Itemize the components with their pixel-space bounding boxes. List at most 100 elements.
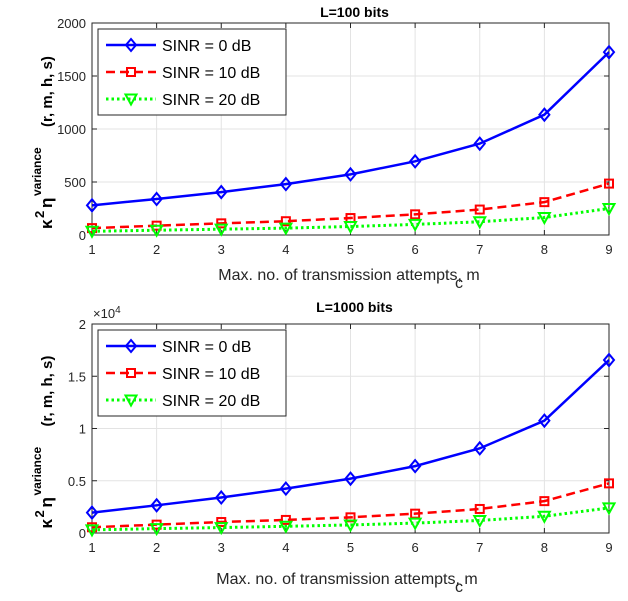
chart-title: L=1000 bits bbox=[316, 299, 393, 315]
x-axis-label-subscript: c bbox=[455, 579, 463, 596]
x-tick-label: 1 bbox=[88, 540, 95, 555]
data-point bbox=[408, 153, 422, 169]
y-tick-label: 0 bbox=[79, 228, 86, 243]
data-point bbox=[214, 184, 228, 200]
series-1 bbox=[85, 352, 616, 521]
data-point bbox=[539, 496, 550, 507]
chart-panel-1: 1 2 3 4 5 6 7 8 9 0 500 1000 1500 2000 L=100 bits Max. … bbox=[30, 4, 617, 292]
series-line bbox=[91, 506, 610, 532]
data-point bbox=[537, 510, 552, 524]
chart-title: L=100 bits bbox=[320, 4, 389, 20]
x-tick-label: 9 bbox=[605, 242, 612, 257]
y-tick-label: 1.5 bbox=[68, 369, 86, 384]
data-point bbox=[538, 107, 551, 123]
series-line bbox=[91, 359, 610, 514]
series-line bbox=[91, 207, 610, 233]
y-label-eta: η bbox=[37, 497, 56, 507]
x-tick-label: 5 bbox=[347, 242, 354, 257]
data-point bbox=[216, 218, 227, 229]
legend: SINR = 0 dB SINR = 10 dB SINR = 20 dB bbox=[97, 329, 287, 417]
data-point bbox=[537, 212, 552, 226]
y-exponent-label: ×104 bbox=[93, 305, 121, 321]
y-tick-label: 2 bbox=[79, 317, 86, 332]
legend-marker bbox=[123, 394, 139, 408]
legend: SINR = 0 dB SINR = 10 dB SINR = 20 dB bbox=[97, 28, 287, 116]
y-label-power: 2 bbox=[32, 510, 47, 517]
y-tick-label: 1500 bbox=[57, 69, 86, 84]
data-point bbox=[279, 176, 293, 192]
legend-marker bbox=[124, 338, 138, 354]
y-tick-label: 1 bbox=[79, 422, 86, 437]
data-point bbox=[602, 44, 616, 60]
data-point bbox=[601, 203, 617, 217]
data-point bbox=[84, 524, 100, 538]
data-point bbox=[601, 502, 617, 516]
x-tick-label: 1 bbox=[88, 242, 95, 257]
x-tick-label: 7 bbox=[476, 242, 483, 257]
y-tick-label: 2000 bbox=[57, 16, 86, 31]
y-label-kappa: κ bbox=[37, 519, 56, 529]
x-tick-label: 5 bbox=[347, 540, 354, 555]
data-point bbox=[407, 218, 423, 232]
series-line bbox=[91, 51, 610, 207]
x-axis-label-subscript: c bbox=[455, 275, 463, 292]
data-point bbox=[149, 224, 164, 238]
x-tick-label: 2 bbox=[153, 540, 160, 555]
series-3 bbox=[84, 203, 617, 239]
data-point bbox=[407, 517, 423, 531]
series-3 bbox=[84, 502, 617, 538]
data-point bbox=[604, 178, 614, 189]
data-point bbox=[214, 223, 229, 237]
x-tick-label: 9 bbox=[605, 540, 612, 555]
data-point bbox=[344, 471, 357, 487]
legend-marker bbox=[123, 93, 139, 107]
data-point bbox=[278, 520, 294, 534]
x-tick-label: 3 bbox=[218, 540, 225, 555]
data-point bbox=[85, 197, 99, 213]
x-axis-label: Max. no. of transmission attempts, m bbox=[218, 267, 479, 284]
legend-label: SINR = 20 dB bbox=[162, 92, 260, 109]
data-point bbox=[216, 517, 227, 528]
exponent-base: ×10 bbox=[93, 306, 115, 321]
legend-label: SINR = 0 dB bbox=[162, 38, 251, 55]
y-tick-label: 500 bbox=[64, 175, 86, 190]
y-tick-label: 1000 bbox=[57, 122, 86, 137]
series-2 bbox=[87, 178, 614, 234]
data-point bbox=[410, 209, 421, 220]
legend-label: SINR = 10 dB bbox=[162, 366, 260, 383]
legend-marker bbox=[124, 37, 138, 53]
data-point bbox=[214, 522, 229, 536]
data-point bbox=[538, 413, 551, 429]
x-tick-label: 7 bbox=[476, 540, 483, 555]
legend-label: SINR = 20 dB bbox=[162, 393, 260, 410]
legend-label: SINR = 10 dB bbox=[162, 65, 260, 82]
y-label-power: 2 bbox=[32, 211, 47, 218]
y-axis-label: κ 2 η variance (r, m, h, s) bbox=[30, 356, 56, 529]
series-1 bbox=[85, 44, 616, 213]
data-point bbox=[473, 136, 487, 152]
series-line bbox=[91, 482, 610, 529]
x-tick-label: 2 bbox=[153, 242, 160, 257]
data-point bbox=[473, 440, 487, 456]
data-point bbox=[604, 478, 614, 489]
data-point bbox=[472, 514, 487, 529]
y-label-superscript: variance bbox=[30, 446, 44, 495]
data-point bbox=[278, 222, 294, 236]
data-point bbox=[474, 204, 485, 215]
data-point bbox=[150, 497, 163, 513]
data-point bbox=[280, 216, 291, 227]
exponent-power: 4 bbox=[115, 305, 121, 316]
y-label-args: (r, m, h, s) bbox=[39, 356, 56, 427]
x-tick-label: 8 bbox=[541, 540, 548, 555]
y-label-superscript: variance bbox=[30, 147, 44, 196]
data-point bbox=[149, 523, 164, 537]
data-point bbox=[343, 221, 358, 235]
data-point bbox=[408, 458, 422, 474]
data-point bbox=[214, 489, 228, 506]
data-point bbox=[150, 191, 163, 207]
y-label-eta: η bbox=[37, 198, 56, 208]
y-label-args: (r, m, h, s) bbox=[39, 56, 56, 127]
